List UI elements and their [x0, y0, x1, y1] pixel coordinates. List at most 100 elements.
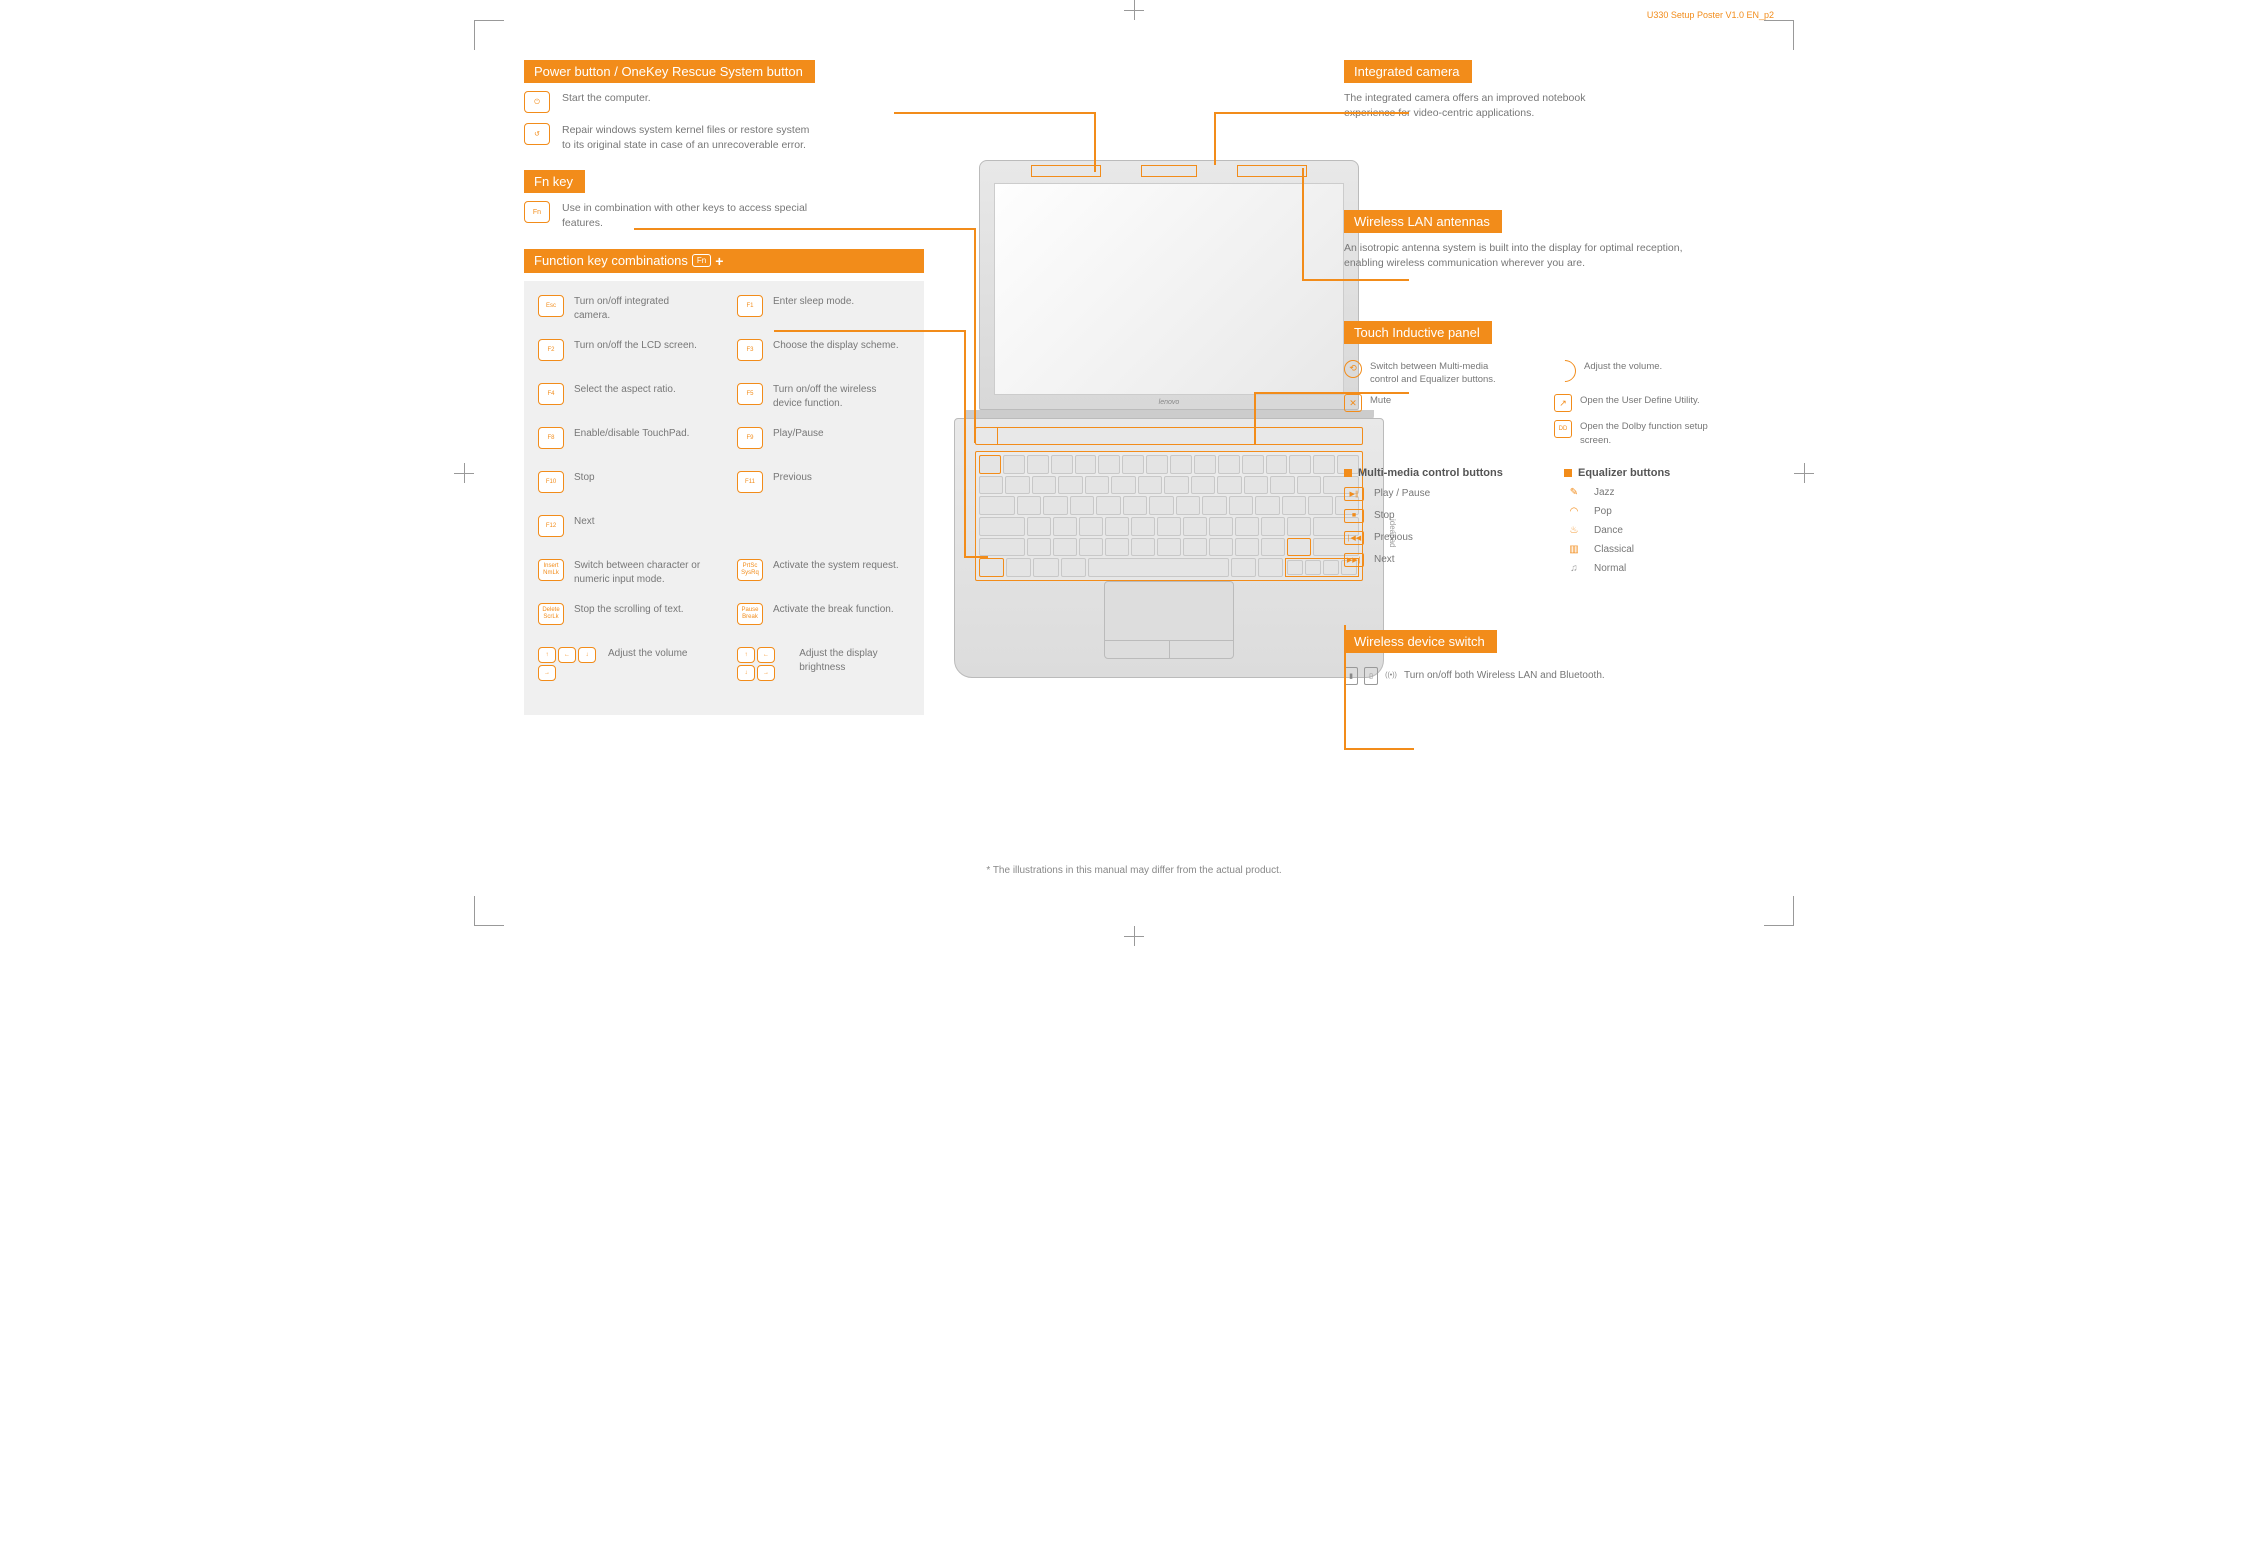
callout-antenna-left [1031, 165, 1101, 177]
callout-antenna-right [1237, 165, 1307, 177]
fn-desc: Activate the break function. [773, 603, 894, 617]
mm-icon: ▶∥ [1344, 487, 1364, 501]
fn-desc: Adjust the volume [608, 647, 688, 661]
keycap-f12: F12 [538, 515, 564, 537]
eq-icon: ♨ [1564, 525, 1584, 536]
arrow-keycap-icon: ↓ [737, 665, 755, 681]
keycap-prtsc: PrtScSysRq [737, 559, 763, 581]
fn-desc: Select the aspect ratio. [574, 383, 676, 397]
mm-heading: Multi-media control buttons [1358, 467, 1503, 479]
mm-label: Previous [1374, 532, 1413, 543]
onekey-icon: ↺ [524, 123, 550, 145]
eq-label: Dance [1594, 525, 1623, 536]
keycap-f9: F9 [737, 427, 763, 449]
heading-camera: Integrated camera [1344, 60, 1472, 83]
fn-desc: Adjust the display brightness [799, 647, 910, 675]
heading-fncombo: Function key combinations Fn + [524, 249, 924, 273]
keycap-f2: F2 [538, 339, 564, 361]
fn-keycap-icon: Fn [524, 201, 550, 223]
doc-id: U330 Setup Poster V1.0 EN_p2 [1647, 10, 1774, 20]
laptop-brand: lenovo [1159, 399, 1180, 406]
heading-wireless-switch: Wireless device switch [1344, 630, 1497, 653]
eq-icon: ◠ [1564, 506, 1584, 517]
section-fnkey: Fn key Fn Use in combination with other … [524, 170, 924, 230]
eq-heading: Equalizer buttons [1578, 467, 1670, 479]
keycap-pause: PauseBreak [737, 603, 763, 625]
eq-label: Normal [1594, 563, 1626, 574]
arrow-keycap-icon: → [538, 665, 556, 681]
fnkey-desc: Use in combination with other keys to ac… [562, 201, 812, 230]
touch-switch-desc: Switch between Multi-media control and E… [1370, 360, 1510, 387]
section-wireless-switch: Wireless device switch ▮ ▯ ((•)) Turn on… [1344, 630, 1744, 685]
ws-icon-2: ▯ [1364, 667, 1378, 685]
mm-label: Play / Pause [1374, 488, 1430, 499]
footnote: * The illustrations in this manual may d… [986, 865, 1281, 876]
touch-mute-icon: ✕ [1344, 394, 1362, 412]
fn-desc: Turn on/off the wireless device function… [773, 383, 903, 411]
touch-dolby-desc: Open the Dolby function setup screen. [1580, 420, 1720, 447]
fn-desc: Choose the display scheme. [773, 339, 899, 353]
touch-volume-desc: Adjust the volume. [1584, 360, 1662, 373]
camera-desc: The integrated camera offers an improved… [1344, 91, 1594, 120]
callout-camera [1141, 165, 1197, 177]
touch-switch-icon: ⟲ [1344, 360, 1362, 378]
keycap-f10: F10 [538, 471, 564, 493]
fn-desc: Stop [574, 471, 595, 485]
keycap-f1: F1 [737, 295, 763, 317]
fn-desc: Switch between character or numeric inpu… [574, 559, 704, 587]
heading-wlan: Wireless LAN antennas [1344, 210, 1502, 233]
heading-touch: Touch Inductive panel [1344, 321, 1492, 344]
section-fncombo: Function key combinations Fn + Esc Turn o… [524, 249, 924, 715]
eq-label: Pop [1594, 506, 1612, 517]
callout-keyboard [975, 451, 1363, 581]
keycap-f8: F8 [538, 427, 564, 449]
power-desc-0: Start the computer. [562, 91, 651, 106]
wireless-switch-desc: Turn on/off both Wireless LAN and Blueto… [1404, 670, 1605, 681]
fn-desc: Activate the system request. [773, 559, 899, 573]
keycap-f4: F4 [538, 383, 564, 405]
heading-fncombo-plus: + [715, 253, 723, 269]
section-power: Power button / OneKey Rescue System butt… [524, 60, 924, 152]
touch-userdef-icon: ↗ [1554, 394, 1572, 412]
mm-icon: ■ [1344, 509, 1364, 523]
fn-desc: Next [574, 515, 595, 529]
fn-desc: Play/Pause [773, 427, 824, 441]
touch-dolby-icon: DD [1554, 420, 1572, 438]
heading-fnkey: Fn key [524, 170, 585, 193]
heading-fncombo-icon: Fn [692, 254, 711, 267]
fn-desc: Turn on/off integrated camera. [574, 295, 704, 323]
section-wlan: Wireless LAN antennas An isotropic anten… [1344, 210, 1744, 270]
touch-userdef-desc: Open the User Define Utility. [1580, 394, 1700, 407]
eq-icon: ✎ [1564, 487, 1584, 498]
mm-icon: ∣◀◀ [1344, 531, 1364, 545]
power-desc-1: Repair windows system kernel files or re… [562, 123, 812, 152]
touch-volume-icon [1549, 355, 1580, 386]
heading-power: Power button / OneKey Rescue System butt… [524, 60, 815, 83]
keycap-f3: F3 [737, 339, 763, 361]
trackpad [1104, 581, 1234, 659]
keycap-delete: DeleteScrLk [538, 603, 564, 625]
keycap-f11: F11 [737, 471, 763, 493]
keycap-insert: InsertNmLk [538, 559, 564, 581]
fn-desc: Previous [773, 471, 812, 485]
keycap-esc: Esc [538, 295, 564, 317]
eq-label: Jazz [1594, 487, 1615, 498]
fn-desc: Enable/disable TouchPad. [574, 427, 689, 441]
fn-desc: Stop the scrolling of text. [574, 603, 684, 617]
ws-icon-3: ((•)) [1384, 667, 1398, 685]
arrow-keycap-icon: ↓ [578, 647, 596, 663]
fn-desc: Enter sleep mode. [773, 295, 854, 309]
mm-icon: ▶▶∣ [1344, 553, 1364, 567]
eq-label: Classical [1594, 544, 1634, 555]
arrow-keycap-icon: ↑ [538, 647, 556, 663]
power-icon: ⏻ [524, 91, 550, 113]
arrow-keycap-icon: ↑ [737, 647, 755, 663]
laptop-illustration: lenovo [954, 160, 1384, 678]
mm-label: Stop [1374, 510, 1395, 521]
fn-desc: Turn on/off the LCD screen. [574, 339, 697, 353]
section-touch: Touch Inductive panel ⟲ Switch between M… [1344, 321, 1744, 582]
ws-icon-1: ▮ [1344, 667, 1358, 685]
keycap-f5: F5 [737, 383, 763, 405]
arrow-keycap-icon: ← [757, 647, 775, 663]
wlan-desc: An isotropic antenna system is built int… [1344, 241, 1724, 270]
